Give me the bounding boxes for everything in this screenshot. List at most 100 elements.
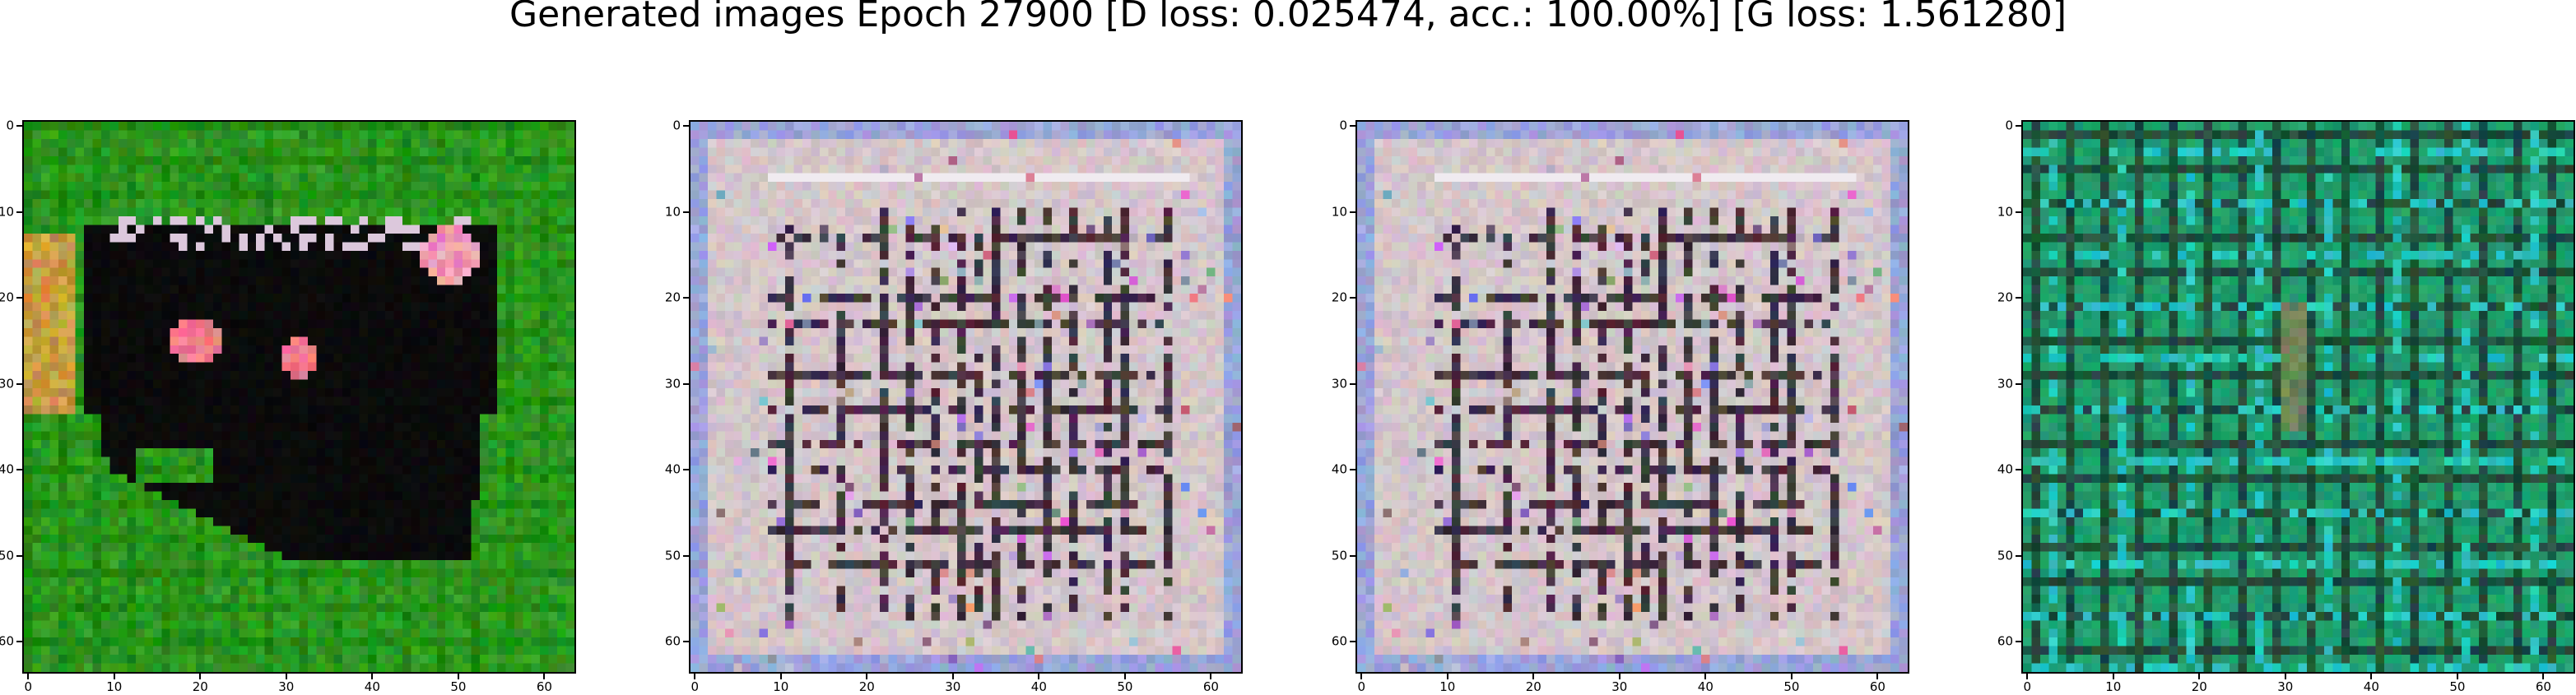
y-tick-label: 0	[6, 120, 14, 132]
y-tick-mark	[1350, 555, 1357, 557]
generated-image-2	[690, 122, 1241, 672]
y-tick-mark	[1350, 125, 1357, 127]
x-tick-mark	[866, 672, 867, 679]
x-tick-mark	[2542, 672, 2544, 679]
x-tick-label: 0	[2023, 681, 2031, 693]
y-tick-mark	[16, 211, 24, 213]
y-tick-mark	[683, 555, 690, 557]
generated-image-3	[1357, 122, 1908, 672]
x-tick-label: 50	[1783, 681, 1799, 693]
y-tick-mark	[16, 297, 24, 299]
x-tick-mark	[1876, 672, 1878, 679]
y-tick-label: 30	[665, 378, 681, 390]
x-tick-label: 50	[450, 681, 466, 693]
x-tick-mark	[1791, 672, 1793, 679]
y-tick-label: 50	[1997, 549, 2013, 562]
x-tick-label: 60	[1870, 681, 1886, 693]
y-tick-mark	[2016, 641, 2023, 642]
x-tick-mark	[2457, 672, 2458, 679]
x-tick-mark	[199, 672, 201, 679]
y-tick-label: 10	[0, 206, 14, 218]
x-tick-label: 10	[773, 681, 788, 693]
y-tick-mark	[1350, 469, 1357, 470]
y-tick-mark	[16, 469, 24, 470]
y-tick-label: 60	[1997, 636, 2013, 648]
x-tick-mark	[694, 672, 695, 679]
x-tick-mark	[1360, 672, 1362, 679]
x-tick-label: 40	[2364, 681, 2379, 693]
y-tick-mark	[2016, 125, 2023, 127]
x-tick-mark	[780, 672, 782, 679]
image-panel-3: 0 10 20 30 40 50 60 0 10 20 30 40 50 60	[1355, 120, 1909, 674]
x-tick-mark	[1124, 672, 1126, 679]
y-tick-label: 40	[665, 464, 681, 476]
y-tick-label: 10	[1332, 206, 1347, 218]
y-tick-mark	[2016, 383, 2023, 385]
x-tick-label: 30	[945, 681, 960, 693]
y-tick-label: 20	[0, 292, 14, 304]
x-tick-mark	[2285, 672, 2286, 679]
x-tick-mark	[1038, 672, 1039, 679]
x-tick-mark	[2370, 672, 2372, 679]
x-tick-mark	[2026, 672, 2028, 679]
x-tick-label: 10	[1439, 681, 1455, 693]
y-tick-label: 60	[0, 636, 14, 648]
x-tick-mark	[543, 672, 545, 679]
y-tick-label: 30	[0, 378, 14, 390]
x-tick-label: 20	[193, 681, 208, 693]
y-tick-mark	[2016, 297, 2023, 299]
y-tick-label: 40	[1997, 464, 2013, 476]
image-panel-1: 0 10 20 30 40 50 60 0 10 20 30 40 50 60	[22, 120, 576, 674]
x-tick-label: 20	[2192, 681, 2207, 693]
x-tick-mark	[27, 672, 29, 679]
y-tick-mark	[2016, 555, 2023, 557]
y-tick-mark	[683, 641, 690, 642]
y-tick-label: 50	[665, 549, 681, 562]
x-tick-label: 20	[859, 681, 875, 693]
y-tick-label: 50	[0, 549, 14, 562]
x-tick-mark	[1532, 672, 1534, 679]
image-panel-2: 0 10 20 30 40 50 60 0 10 20 30 40 50 60	[689, 120, 1243, 674]
y-tick-label: 10	[665, 206, 681, 218]
y-tick-label: 10	[1997, 206, 2013, 218]
y-tick-label: 40	[0, 464, 14, 476]
x-tick-label: 0	[1357, 681, 1365, 693]
x-tick-label: 60	[1203, 681, 1219, 693]
y-tick-mark	[1350, 211, 1357, 213]
x-tick-mark	[458, 672, 459, 679]
x-tick-label: 10	[2105, 681, 2121, 693]
x-tick-label: 30	[278, 681, 294, 693]
y-tick-mark	[1350, 297, 1357, 299]
image-panel-4: 0 10 20 30 40 50 60 0 10 20 30 40 50 60	[2021, 120, 2575, 674]
y-tick-mark	[1350, 383, 1357, 385]
x-tick-mark	[952, 672, 954, 679]
y-tick-mark	[2016, 211, 2023, 213]
x-tick-label: 60	[537, 681, 552, 693]
x-tick-label: 10	[106, 681, 122, 693]
x-tick-label: 30	[2277, 681, 2293, 693]
y-tick-label: 40	[1332, 464, 1347, 476]
x-tick-label: 40	[1031, 681, 1047, 693]
y-tick-mark	[16, 555, 24, 557]
y-tick-label: 60	[665, 636, 681, 648]
x-tick-label: 30	[1611, 681, 1627, 693]
x-tick-mark	[286, 672, 287, 679]
y-tick-label: 0	[672, 120, 681, 132]
y-tick-mark	[683, 125, 690, 127]
figure-title: Generated images Epoch 27900 [D loss: 0.…	[0, 0, 2576, 41]
x-tick-mark	[2198, 672, 2200, 679]
x-tick-mark	[114, 672, 115, 679]
y-tick-label: 20	[665, 292, 681, 304]
y-tick-label: 0	[1339, 120, 1347, 132]
x-tick-mark	[1210, 672, 1211, 679]
y-tick-label: 60	[1332, 636, 1347, 648]
y-tick-mark	[683, 469, 690, 470]
x-tick-label: 0	[690, 681, 699, 693]
generated-image-4	[2023, 122, 2574, 672]
x-tick-label: 0	[24, 681, 32, 693]
y-tick-label: 30	[1332, 378, 1347, 390]
x-tick-mark	[2113, 672, 2114, 679]
y-tick-mark	[16, 383, 24, 385]
x-tick-mark	[1704, 672, 1706, 679]
x-tick-mark	[1447, 672, 1448, 679]
